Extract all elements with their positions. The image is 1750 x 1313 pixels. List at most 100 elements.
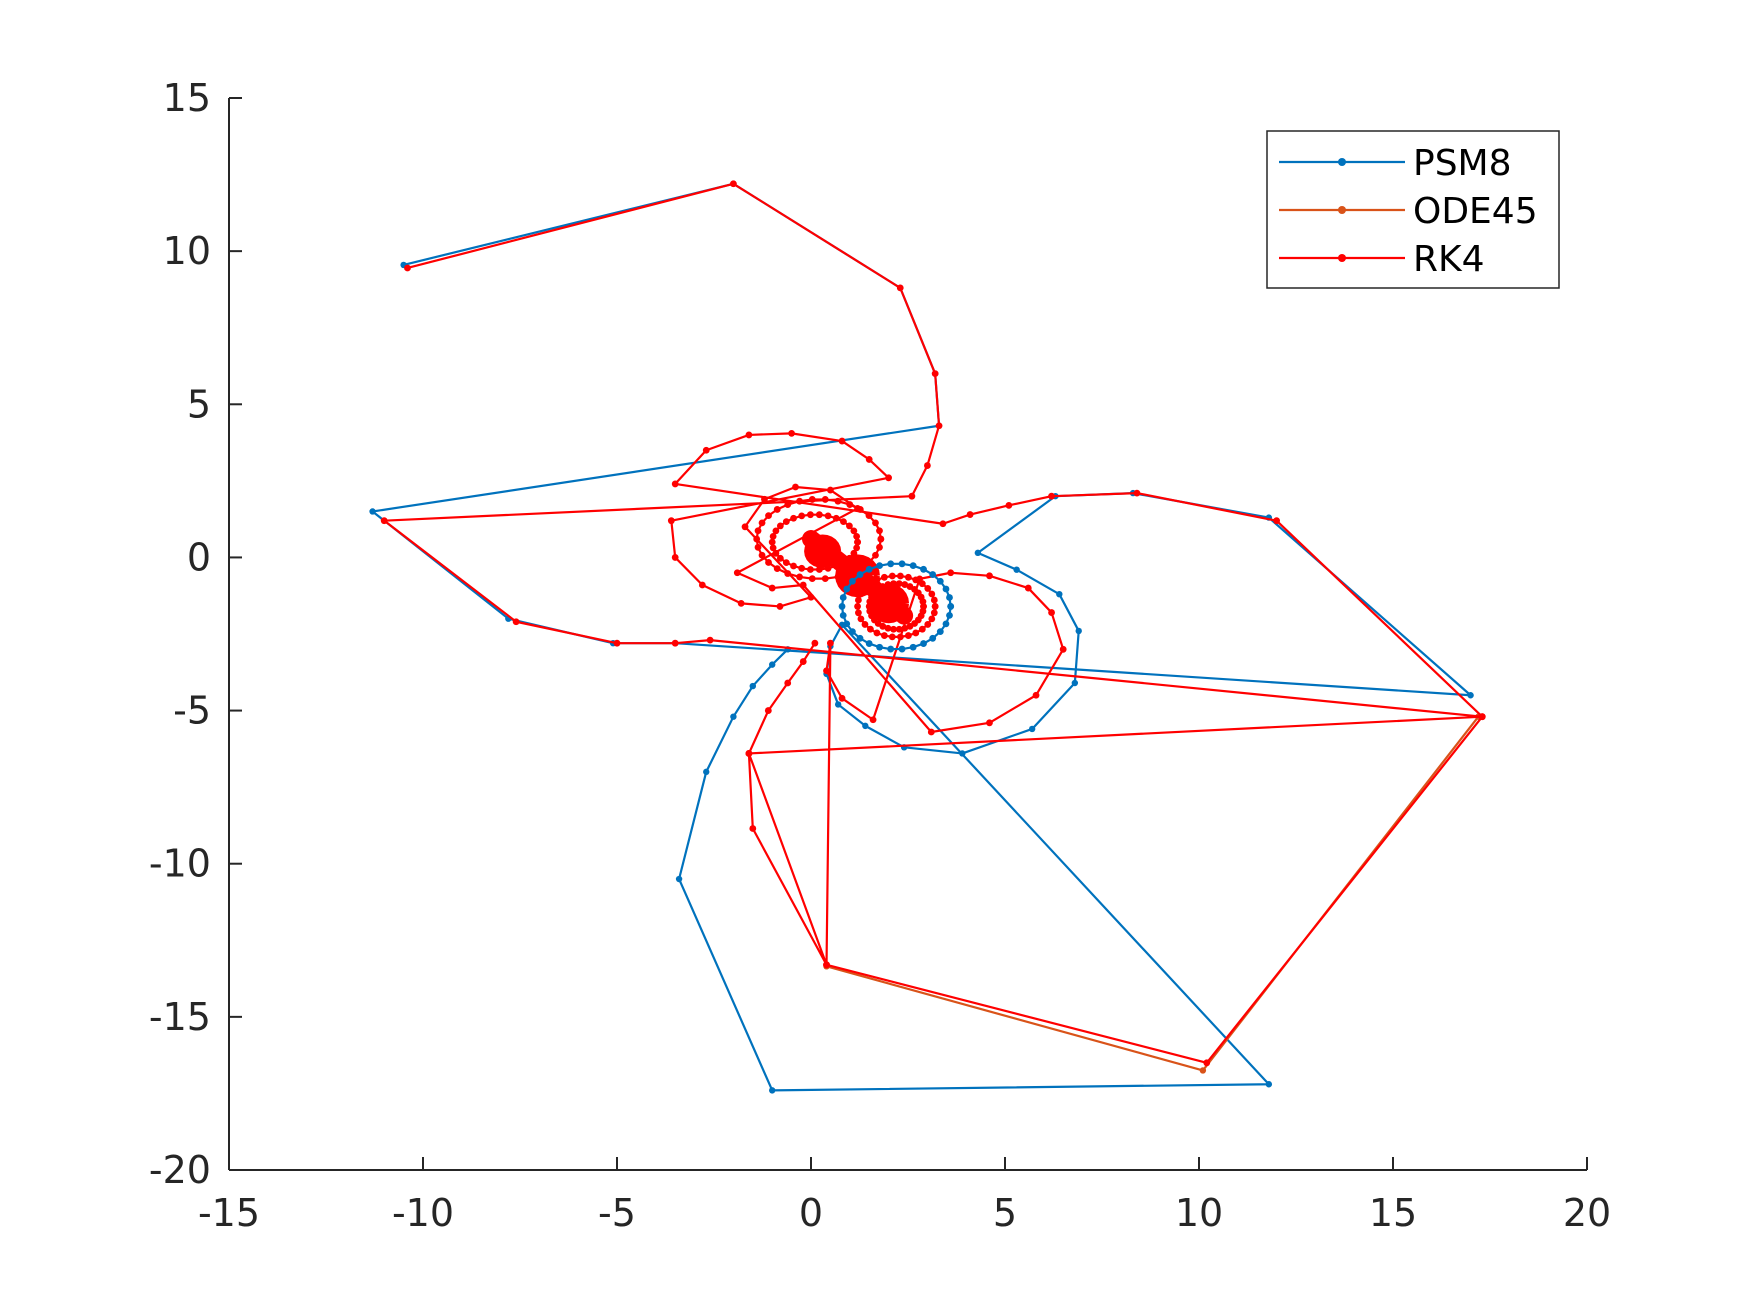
x-tick-label: 10 <box>1175 1191 1223 1235</box>
spiral-point <box>920 640 927 647</box>
spiral-point <box>930 609 938 617</box>
legend-label: ODE45 <box>1413 191 1538 232</box>
spiral-point <box>877 535 885 543</box>
legend-swatch-marker <box>1338 158 1346 166</box>
data-point <box>1024 584 1032 592</box>
data-point <box>1133 489 1141 497</box>
spiral-point <box>946 594 953 601</box>
data-point <box>931 370 939 378</box>
spiral-point <box>865 565 873 573</box>
spiral-point <box>850 527 858 535</box>
data-point <box>1032 691 1040 699</box>
spiral-point <box>942 620 950 628</box>
spiral-point <box>850 549 858 557</box>
data-point <box>404 264 411 272</box>
y-tick-label: 5 <box>187 382 211 426</box>
y-tick-label: 15 <box>163 76 211 120</box>
spiral-point <box>918 580 926 588</box>
data-point <box>947 569 955 577</box>
y-tick-label: 0 <box>187 535 211 579</box>
spiral-point <box>884 581 892 588</box>
series-layer <box>369 180 1486 1094</box>
spiral-point <box>873 629 881 637</box>
data-point <box>671 639 679 647</box>
spiral-point <box>909 643 917 651</box>
data-point <box>745 750 753 757</box>
data-point <box>671 480 679 488</box>
x-tick-label: -10 <box>392 1191 454 1235</box>
data-point <box>1467 692 1474 699</box>
spiral-point <box>918 625 926 633</box>
spiral-point <box>815 511 823 519</box>
x-tick-label: 5 <box>993 1191 1017 1235</box>
data-point <box>1273 517 1280 525</box>
spiral-point <box>834 497 842 505</box>
spiral-point <box>843 585 851 593</box>
spiral-point <box>769 532 777 540</box>
spiral-point <box>768 538 776 546</box>
spiral-point <box>861 621 869 628</box>
data-point <box>838 437 846 445</box>
spiral-point <box>856 565 864 573</box>
spiral-point <box>866 625 874 633</box>
spiral-point <box>855 596 862 604</box>
spiral-point <box>895 580 903 587</box>
data-point <box>1199 1067 1207 1074</box>
data-point <box>924 462 931 469</box>
series-line <box>826 716 1480 1072</box>
spiral-point <box>843 620 851 628</box>
spiral-point <box>901 624 909 632</box>
series-line <box>371 182 1472 1092</box>
spiral-point <box>856 571 864 578</box>
data-point <box>784 679 792 687</box>
spiral-point <box>772 549 780 557</box>
data-point <box>862 722 869 730</box>
data-point <box>959 750 966 757</box>
spiral-point <box>872 551 879 559</box>
spiral-point <box>865 640 873 647</box>
spiral-point <box>769 544 777 552</box>
spiral-point <box>909 562 917 570</box>
data-point <box>733 569 741 577</box>
y-tick-label: 10 <box>163 229 211 273</box>
spiral-point <box>888 572 896 580</box>
legend-label: PSM8 <box>1413 143 1512 184</box>
spiral-point <box>839 594 847 601</box>
spiral-point <box>808 575 816 583</box>
spiral-point <box>832 514 840 522</box>
series-psm8 <box>369 180 1474 1094</box>
spiral-point <box>876 643 883 651</box>
data-point <box>675 875 683 883</box>
spiral-point <box>895 625 903 633</box>
spiral-point <box>773 565 781 573</box>
spiral-point <box>890 625 897 633</box>
data-point <box>764 707 772 714</box>
data-point <box>823 961 830 969</box>
data-point <box>369 508 376 515</box>
spiral-point <box>765 559 772 566</box>
spiral-point <box>821 575 829 583</box>
spiral-point <box>876 527 883 535</box>
legend-swatch-marker <box>1338 206 1346 214</box>
spiral-point <box>936 577 944 585</box>
spiral-point <box>824 512 832 520</box>
spiral-point <box>942 585 950 593</box>
spiral-point <box>898 560 906 568</box>
series-ode45 <box>823 713 1482 1074</box>
spiral-point <box>846 522 853 530</box>
spiral-point <box>807 511 814 519</box>
spiral-point <box>796 573 803 581</box>
data-point <box>834 701 842 708</box>
spiral-point <box>854 603 861 610</box>
spiral-point <box>929 571 937 578</box>
legend: PSM8 ODE45 RK4 <box>1266 130 1560 289</box>
x-tick-label: 20 <box>1563 1191 1611 1235</box>
spiral-point <box>924 621 932 628</box>
data-point <box>1478 713 1486 721</box>
spiral-point <box>834 573 842 581</box>
spiral-point <box>808 496 816 503</box>
legend-swatch-marker <box>1338 254 1346 262</box>
spiral-point <box>790 562 797 570</box>
series-rk4-core <box>753 496 955 653</box>
data-point <box>1048 492 1055 500</box>
